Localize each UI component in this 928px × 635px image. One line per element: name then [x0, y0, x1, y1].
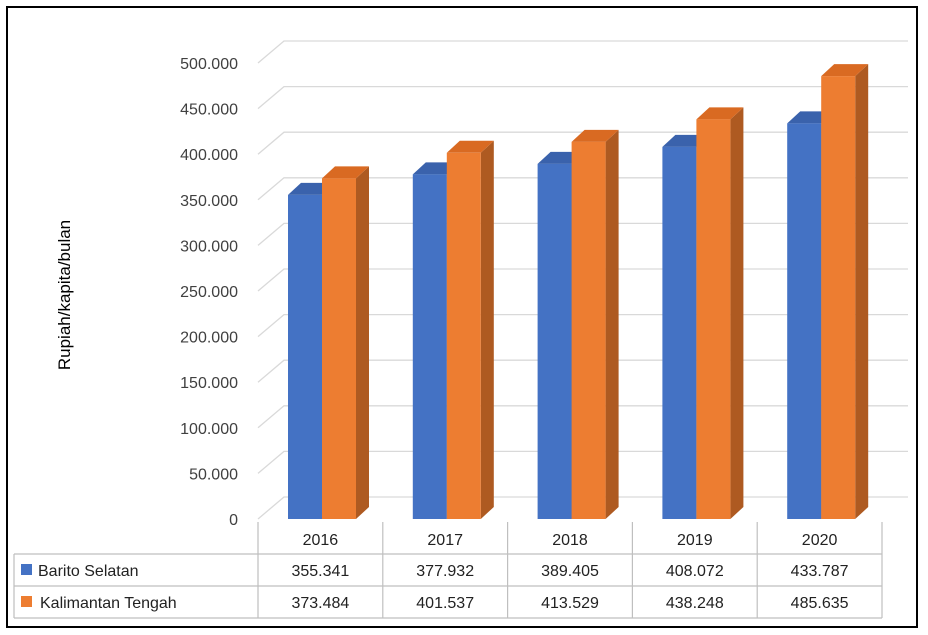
data-label: 413.529 — [541, 595, 599, 612]
y-axis-label: Rupiah/kapita/bulan — [55, 220, 74, 370]
x-tick-label: 2016 — [303, 532, 339, 549]
y-tick-label: 350.000 — [180, 193, 238, 210]
data-label: 373.484 — [291, 595, 349, 612]
gridline — [257, 85, 908, 110]
y-tick-label: 500.000 — [180, 56, 238, 73]
y-tick-label: 0 — [229, 512, 238, 529]
data-label: 389.405 — [541, 563, 599, 580]
x-tick-label: 2019 — [677, 532, 713, 549]
data-label: 355.341 — [291, 563, 349, 580]
y-tick-label: 200.000 — [180, 330, 238, 347]
x-tick-label: 2018 — [552, 532, 588, 549]
data-label: 408.072 — [666, 563, 724, 580]
bar-kalimantan-tengah-2017 — [446, 140, 494, 519]
y-axis-ticks: 0 50.000 100.000 150.000 200.000 250.000 300.0… — [180, 56, 238, 529]
bar-kalimantan-tengah-2016 — [322, 166, 369, 519]
gridline — [257, 40, 908, 64]
data-label: 485.635 — [791, 595, 849, 612]
chart-frame — [6, 6, 918, 628]
y-tick-label: 300.000 — [180, 238, 238, 255]
y-tick-label: 250.000 — [180, 284, 238, 301]
data-label: 433.787 — [791, 563, 849, 580]
data-label: 438.248 — [666, 595, 724, 612]
legend-swatch — [21, 564, 32, 575]
y-tick-label: 100.000 — [180, 421, 238, 438]
legend-label: Kalimantan Tengah — [40, 595, 177, 612]
data-label: 377.932 — [416, 563, 474, 580]
bars — [288, 64, 869, 520]
legend-label: Barito Selatan — [38, 563, 139, 580]
legend-swatch — [21, 596, 32, 607]
x-tick-label: 2020 — [802, 532, 838, 549]
data-table: 2016 2017 2018 2019 2020 Barito Selatan 355.34… — [13, 522, 883, 619]
bar-kalimantan-tengah-2018 — [571, 129, 619, 519]
y-tick-label: 450.000 — [180, 102, 238, 119]
y-tick-label: 400.000 — [180, 147, 238, 164]
data-label: 401.537 — [416, 595, 474, 612]
y-tick-label: 150.000 — [180, 375, 238, 392]
bar-kalimantan-tengah-2020 — [821, 64, 869, 519]
bar-kalimantan-tengah-2019 — [696, 107, 744, 520]
y-tick-label: 50.000 — [189, 466, 238, 483]
x-tick-label: 2017 — [427, 532, 463, 549]
